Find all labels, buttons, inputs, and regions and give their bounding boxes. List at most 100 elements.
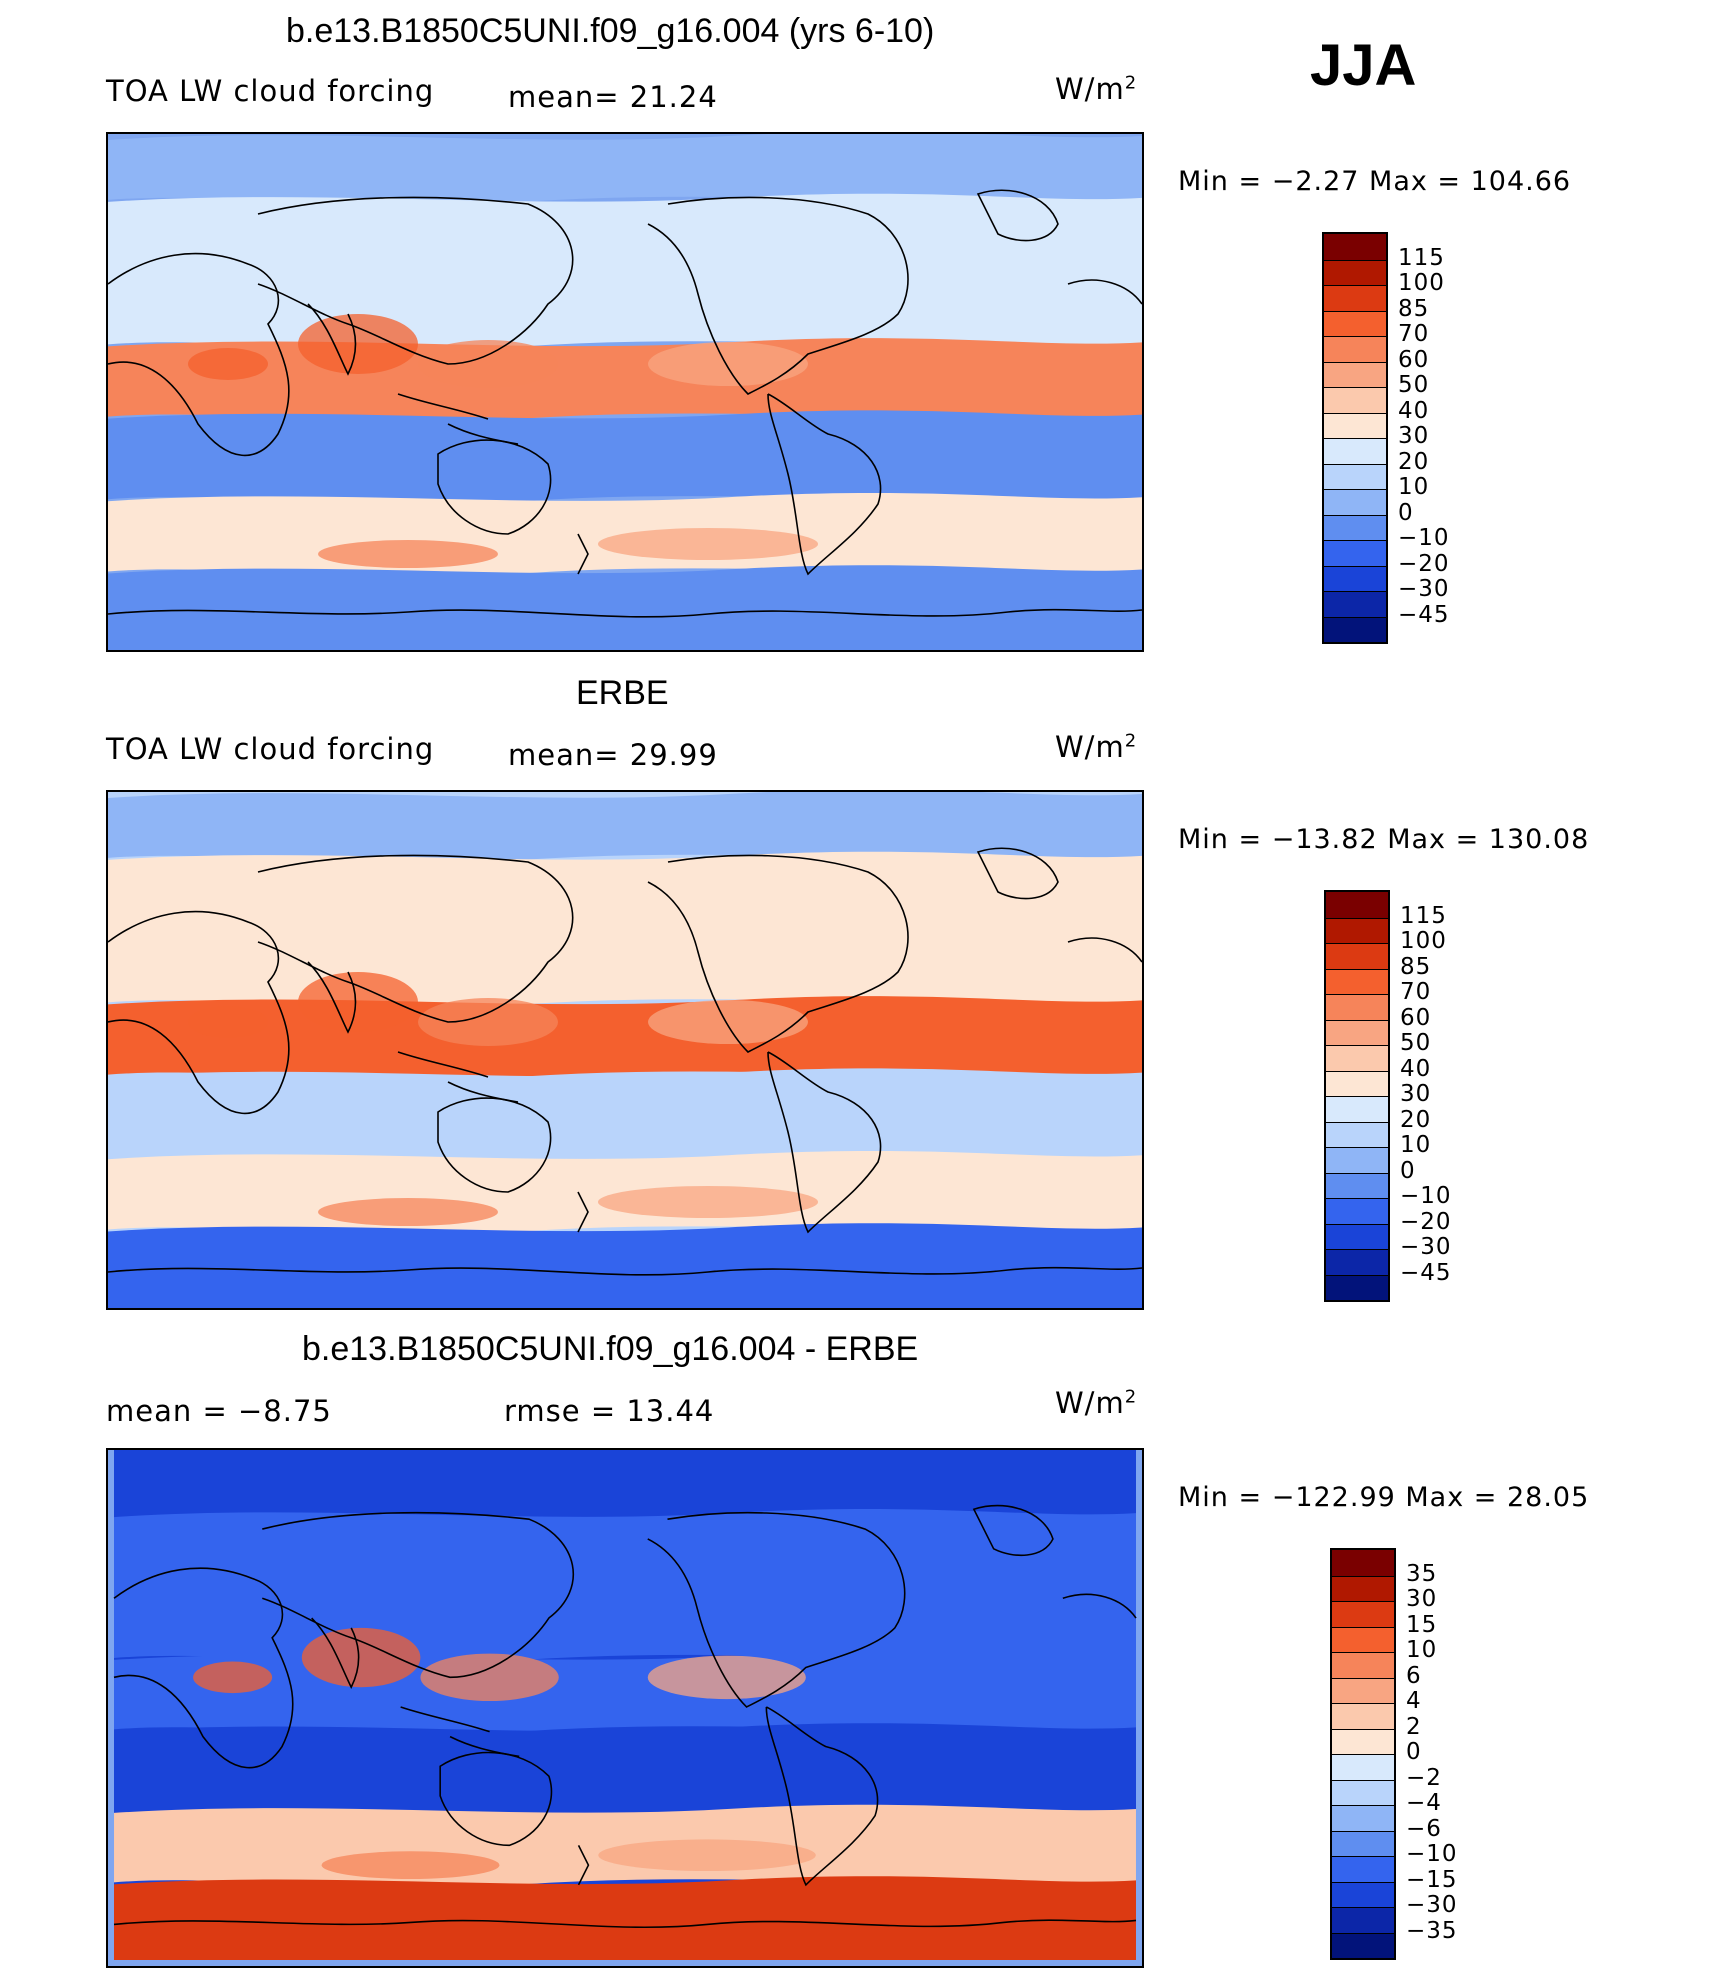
- colorbar-swatch: [1326, 1172, 1388, 1198]
- colorbar-level-label: 10: [1398, 474, 1430, 500]
- coastline: [1062, 1593, 1137, 1619]
- colorbar-level-label: 60: [1400, 1004, 1432, 1031]
- map-field-blob: [188, 1006, 268, 1038]
- colorbar-swatch: [1332, 1881, 1394, 1907]
- panel2-colorbar: [1324, 890, 1390, 1302]
- colorbar-swatch: [1332, 1779, 1394, 1805]
- coastline: [311, 1617, 360, 1689]
- panel1-colorbar: [1322, 232, 1388, 644]
- colorbar-level-label: 50: [1400, 1030, 1432, 1056]
- coastline: [113, 1919, 1137, 1929]
- coastline: [1067, 279, 1142, 305]
- map-field-blob: [420, 1653, 559, 1702]
- colorbar-level-label: −15: [1406, 1866, 1458, 1893]
- colorbar-swatch: [1324, 285, 1386, 311]
- colorbar-level-label: 70: [1400, 979, 1432, 1005]
- map-field-band: [108, 1068, 1142, 1162]
- map-field-blob: [648, 1000, 808, 1044]
- map-field-blob: [318, 1198, 498, 1226]
- panel2-mean: mean= 29.99: [508, 738, 718, 772]
- colorbar-level-label: −35: [1406, 1917, 1458, 1944]
- colorbar-level-label: −2: [1406, 1764, 1442, 1791]
- coastline: [400, 1706, 490, 1733]
- colorbar-level-label: −30: [1406, 1892, 1458, 1918]
- colorbar-level-label: 50: [1398, 372, 1430, 398]
- colorbar-level-label: 0: [1406, 1739, 1422, 1765]
- colorbar-swatch: [1332, 1677, 1394, 1703]
- colorbar-swatch: [1326, 1147, 1388, 1173]
- colorbar-level-label: −10: [1406, 1841, 1458, 1867]
- colorbar-level-label: −30: [1400, 1234, 1452, 1260]
- map-field-band: [108, 134, 1142, 205]
- colorbar-swatch: [1332, 1703, 1394, 1729]
- colorbar-level-label: −45: [1400, 1259, 1452, 1286]
- colorbar-level-label: 115: [1400, 902, 1447, 929]
- map-field-band: [108, 851, 1142, 1007]
- panel1-title: b.e13.B1850C5UNI.f09_g16.004 (yrs 6-10): [286, 12, 935, 50]
- season-label: JJA: [1310, 33, 1417, 98]
- colorbar-level-label: 10: [1406, 1637, 1438, 1663]
- panel1-map: [106, 132, 1144, 652]
- map-field-blob: [598, 1186, 818, 1218]
- colorbar-swatch: [1326, 1121, 1388, 1147]
- colorbar-swatch: [1326, 943, 1388, 969]
- map-field-blob: [301, 1627, 421, 1688]
- map-field-blob: [418, 340, 558, 388]
- coastline: [108, 608, 1142, 618]
- panel2-unit: W/m2: [1055, 730, 1138, 764]
- coastline: [108, 1266, 1142, 1276]
- panel1-mean: mean= 21.24: [508, 80, 718, 114]
- colorbar-swatch: [1326, 1249, 1388, 1275]
- map-field-blob: [418, 998, 558, 1046]
- map-field-blob: [598, 1839, 816, 1872]
- colorbar-swatch: [1326, 1198, 1388, 1224]
- colorbar-level-label: 4: [1406, 1688, 1422, 1714]
- colorbar-level-label: 60: [1398, 346, 1430, 373]
- colorbar-swatch: [1324, 514, 1386, 540]
- colorbar-swatch: [1324, 361, 1386, 387]
- colorbar-swatch: [1332, 1550, 1394, 1576]
- colorbar-swatch: [1326, 892, 1388, 918]
- colorbar-level-label: 2: [1406, 1713, 1422, 1740]
- map-field-blob: [188, 348, 268, 380]
- coastline: [108, 910, 290, 1115]
- colorbar-swatch: [1324, 438, 1386, 464]
- map-field-band: [108, 996, 1142, 1079]
- panel1-minmax: Min = −2.27 Max = 104.66: [1178, 166, 1572, 197]
- colorbar-swatch: [1332, 1932, 1394, 1958]
- panel2-title: ERBE: [576, 674, 669, 712]
- map-field-band: [108, 410, 1142, 504]
- coastline: [437, 439, 552, 535]
- panel2-minmax: Min = −13.82 Max = 130.08: [1178, 824, 1590, 855]
- colorbar-swatch: [1324, 616, 1386, 642]
- colorbar-swatch: [1332, 1728, 1394, 1754]
- colorbar-swatch: [1326, 994, 1388, 1020]
- colorbar-level-label: 10: [1400, 1132, 1432, 1158]
- map-field-band: [108, 338, 1142, 421]
- colorbar-swatch: [1332, 1830, 1394, 1856]
- map-field-band: [114, 1450, 1136, 1520]
- colorbar-swatch: [1324, 565, 1386, 591]
- coastline: [765, 1706, 879, 1887]
- coastline: [767, 393, 882, 576]
- colorbar-swatch: [1324, 259, 1386, 285]
- colorbar-swatch: [1326, 1019, 1388, 1045]
- colorbar-level-label: 100: [1400, 928, 1447, 954]
- coastline: [397, 1051, 489, 1078]
- coastline: [257, 196, 574, 365]
- map-field-band: [108, 565, 1142, 650]
- coastline: [397, 393, 489, 420]
- colorbar-level-label: −10: [1398, 525, 1450, 551]
- colorbar-level-label: 85: [1400, 953, 1432, 980]
- map-field-band: [114, 1723, 1136, 1816]
- panel1-unit: W/m2: [1055, 72, 1138, 106]
- colorbar-level-label: 70: [1398, 321, 1430, 347]
- colorbar-level-label: 0: [1398, 499, 1414, 526]
- colorbar-swatch: [1332, 1856, 1394, 1882]
- panel3-unit: W/m2: [1055, 1386, 1138, 1420]
- colorbar-level-label: 15: [1406, 1611, 1438, 1638]
- colorbar-swatch: [1326, 1070, 1388, 1096]
- colorbar-level-label: 85: [1398, 295, 1430, 322]
- coastline: [972, 1504, 1054, 1557]
- map-field-blob: [648, 342, 808, 386]
